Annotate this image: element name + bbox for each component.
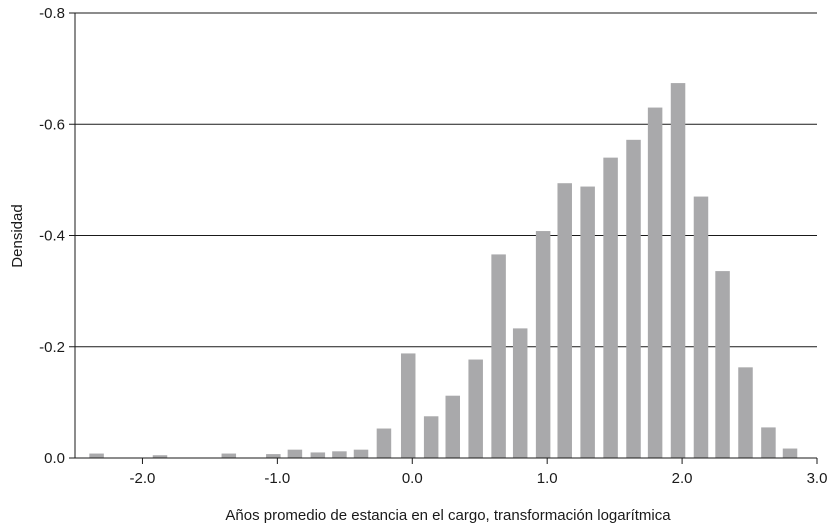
y-tick-label: -0.4 <box>39 228 65 245</box>
bar <box>89 453 104 458</box>
bar <box>761 427 776 458</box>
bar <box>332 451 347 458</box>
bar <box>738 367 753 458</box>
bar <box>152 455 168 458</box>
bar <box>491 254 506 458</box>
x-tick-label: 1.0 <box>537 470 558 487</box>
y-tick-label: 0.0 <box>44 450 65 467</box>
bar <box>782 448 798 458</box>
bar <box>445 395 460 458</box>
bar <box>670 83 686 458</box>
x-axis-ticks: -2.0 -1.0 0.0 1.0 2.0 3.0 <box>130 458 828 487</box>
bars <box>89 83 798 459</box>
bar <box>221 453 237 458</box>
bar <box>647 107 663 458</box>
bar <box>468 359 483 458</box>
y-tick-label: -0.2 <box>39 339 65 356</box>
bar <box>353 449 369 458</box>
x-tick-label: -1.0 <box>264 470 290 487</box>
y-axis-label: Densidad <box>9 204 26 267</box>
bar <box>310 452 326 458</box>
bar <box>376 428 392 458</box>
y-tick-label: -0.8 <box>39 5 65 22</box>
bar <box>626 139 641 458</box>
bar <box>535 231 551 458</box>
y-tick-label: -0.6 <box>39 116 65 133</box>
x-tick-label: 0.0 <box>402 470 423 487</box>
bar <box>423 416 439 458</box>
x-tick-label: -2.0 <box>130 470 156 487</box>
bar <box>400 353 416 458</box>
x-tick-label: 3.0 <box>807 470 828 487</box>
x-axis-label: Años promedio de estancia en el cargo, t… <box>225 507 671 524</box>
bar <box>557 183 572 458</box>
bar <box>580 186 595 459</box>
x-tick-label: 2.0 <box>672 470 693 487</box>
bar <box>715 271 730 458</box>
bar <box>693 196 709 458</box>
bar <box>603 157 618 459</box>
bar <box>266 454 281 458</box>
y-axis-ticks: 0.0 -0.2 -0.4 -0.6 -0.8 <box>39 5 75 467</box>
bar <box>512 328 528 458</box>
bar <box>287 449 303 458</box>
